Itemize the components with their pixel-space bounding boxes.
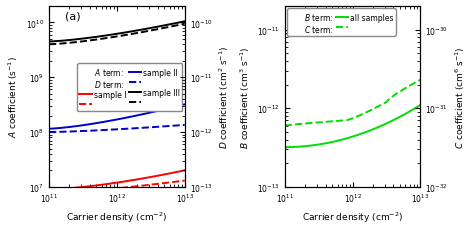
Y-axis label: $C$ coefficient (cm$^6$ s$^{-1}$): $C$ coefficient (cm$^6$ s$^{-1}$) bbox=[454, 46, 467, 148]
X-axis label: Carrier density (cm$^{-2}$): Carrier density (cm$^{-2}$) bbox=[66, 210, 167, 224]
Legend: $B$ term:, $C$ term:, all samples, : $B$ term:, $C$ term:, all samples, bbox=[287, 9, 396, 37]
Y-axis label: $A$ coefficient (s$^{-1}$): $A$ coefficient (s$^{-1}$) bbox=[7, 56, 20, 138]
X-axis label: Carrier density (cm$^{-2}$): Carrier density (cm$^{-2}$) bbox=[302, 210, 403, 224]
Y-axis label: $D$ coefficient (cm$^2$ s$^{-1}$): $D$ coefficient (cm$^2$ s$^{-1}$) bbox=[218, 46, 231, 148]
Text: (b): (b) bbox=[298, 11, 314, 21]
Legend: $A$ term:, $D$ term:, sample I, , sample II, , sample III, : $A$ term:, $D$ term:, sample I, , sample… bbox=[77, 64, 182, 112]
Text: (a): (a) bbox=[65, 11, 81, 21]
Y-axis label: $B$ coefficient (cm$^3$ s$^{-1}$): $B$ coefficient (cm$^3$ s$^{-1}$) bbox=[238, 46, 252, 148]
